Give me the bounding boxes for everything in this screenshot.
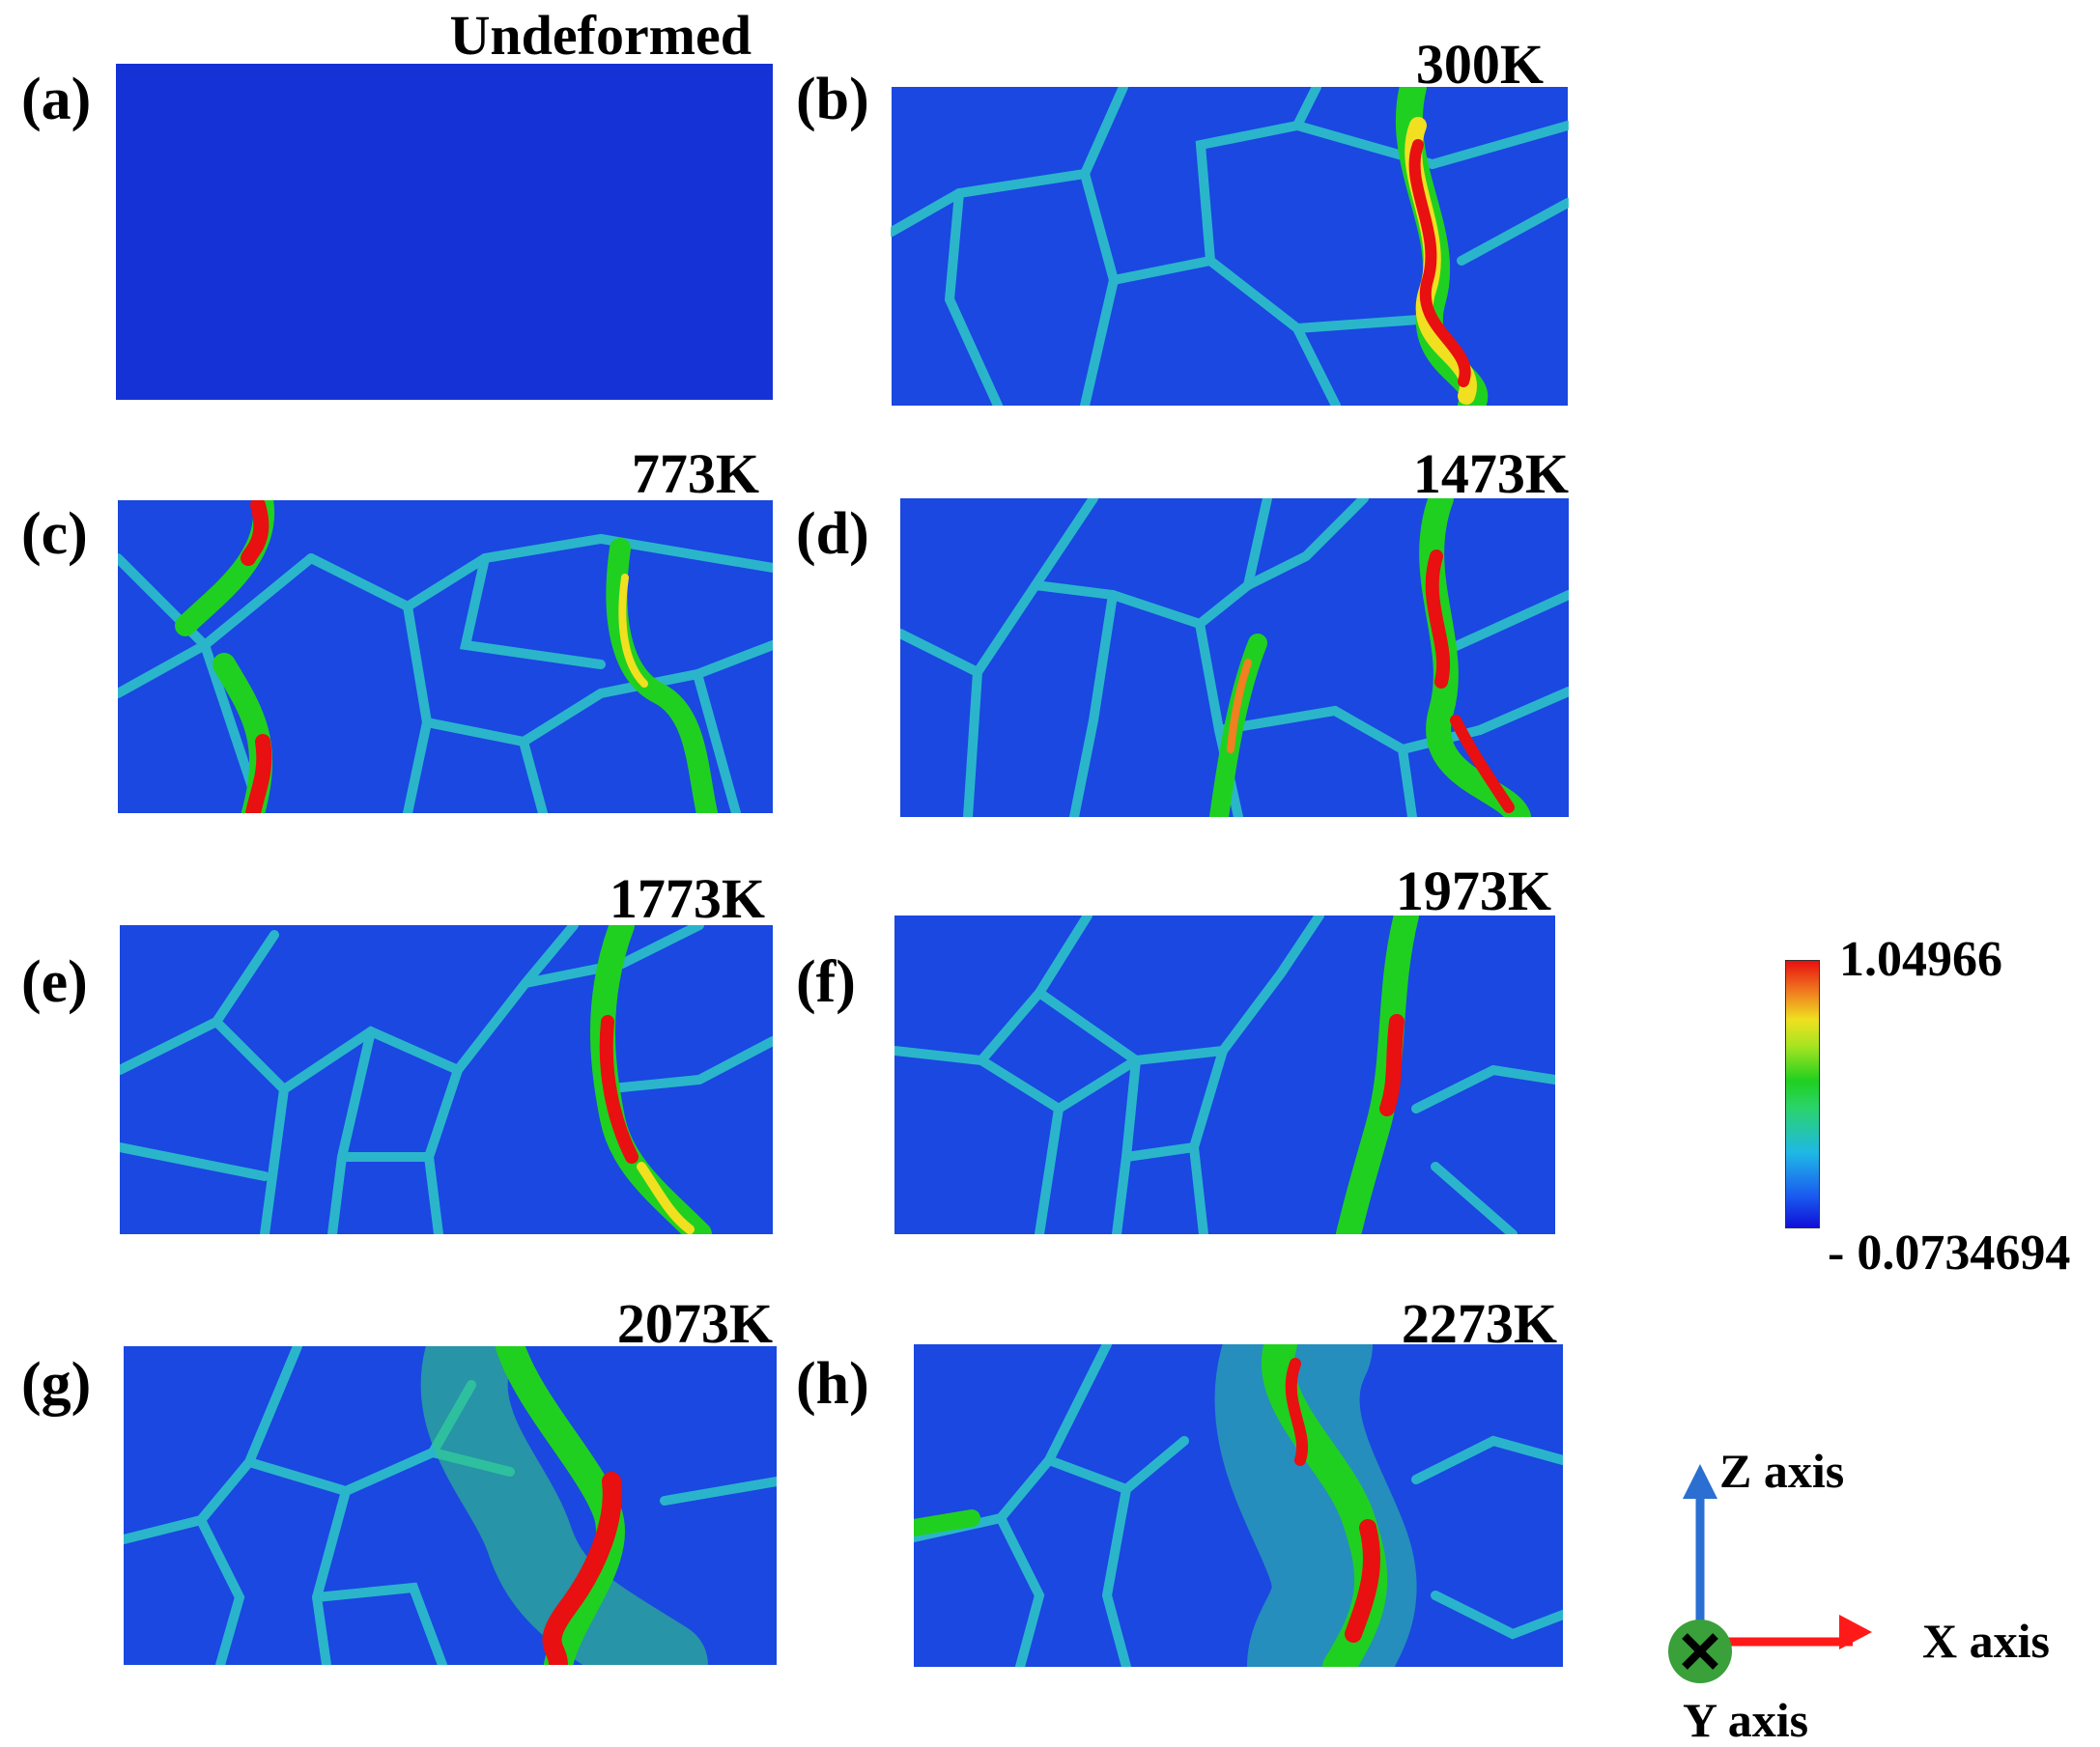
structure-map bbox=[894, 916, 1555, 1234]
panel-label: (c) bbox=[21, 501, 88, 567]
structure-map bbox=[118, 500, 773, 813]
panel-label: (f) bbox=[796, 949, 856, 1015]
structure-map bbox=[914, 1344, 1563, 1667]
panel-title: 1473K bbox=[1412, 442, 1569, 505]
panel-label: (e) bbox=[21, 949, 88, 1015]
structure-map bbox=[116, 64, 773, 400]
y-axis-label: Y axis bbox=[1683, 1693, 1809, 1747]
x-axis-label: X axis bbox=[1922, 1614, 2050, 1668]
colorbar-min-label: - 0.0734694 bbox=[1828, 1226, 2071, 1281]
structure-map bbox=[891, 87, 1569, 406]
panel-label: (h) bbox=[796, 1351, 869, 1417]
axis-triad bbox=[1683, 1464, 1872, 1649]
x-axis-arrowhead bbox=[1839, 1615, 1872, 1649]
structure-map bbox=[900, 498, 1569, 817]
colorbar-max-label: 1.04966 bbox=[1839, 932, 2002, 987]
structure-map bbox=[124, 1346, 777, 1665]
panel-title: 1973K bbox=[1395, 859, 1551, 922]
y-axis-marker-icon bbox=[1668, 1620, 1732, 1683]
panel-label: (d) bbox=[796, 501, 869, 567]
panel-title: 773K bbox=[631, 442, 759, 505]
panel-title: 300K bbox=[1415, 33, 1544, 96]
panel-title: Undeformed bbox=[449, 4, 752, 67]
panel-label: (b) bbox=[796, 67, 869, 132]
structure-map bbox=[120, 925, 773, 1234]
z-axis-arrowhead bbox=[1683, 1464, 1717, 1499]
panel-title: 2273K bbox=[1401, 1292, 1557, 1355]
panel-label: (g) bbox=[21, 1351, 92, 1417]
panel-label: (a) bbox=[21, 67, 92, 132]
colorbar bbox=[1785, 960, 1820, 1228]
z-axis-label: Z axis bbox=[1719, 1444, 1845, 1498]
panel-title: 2073K bbox=[616, 1292, 773, 1355]
panel-title: 1773K bbox=[609, 867, 765, 930]
